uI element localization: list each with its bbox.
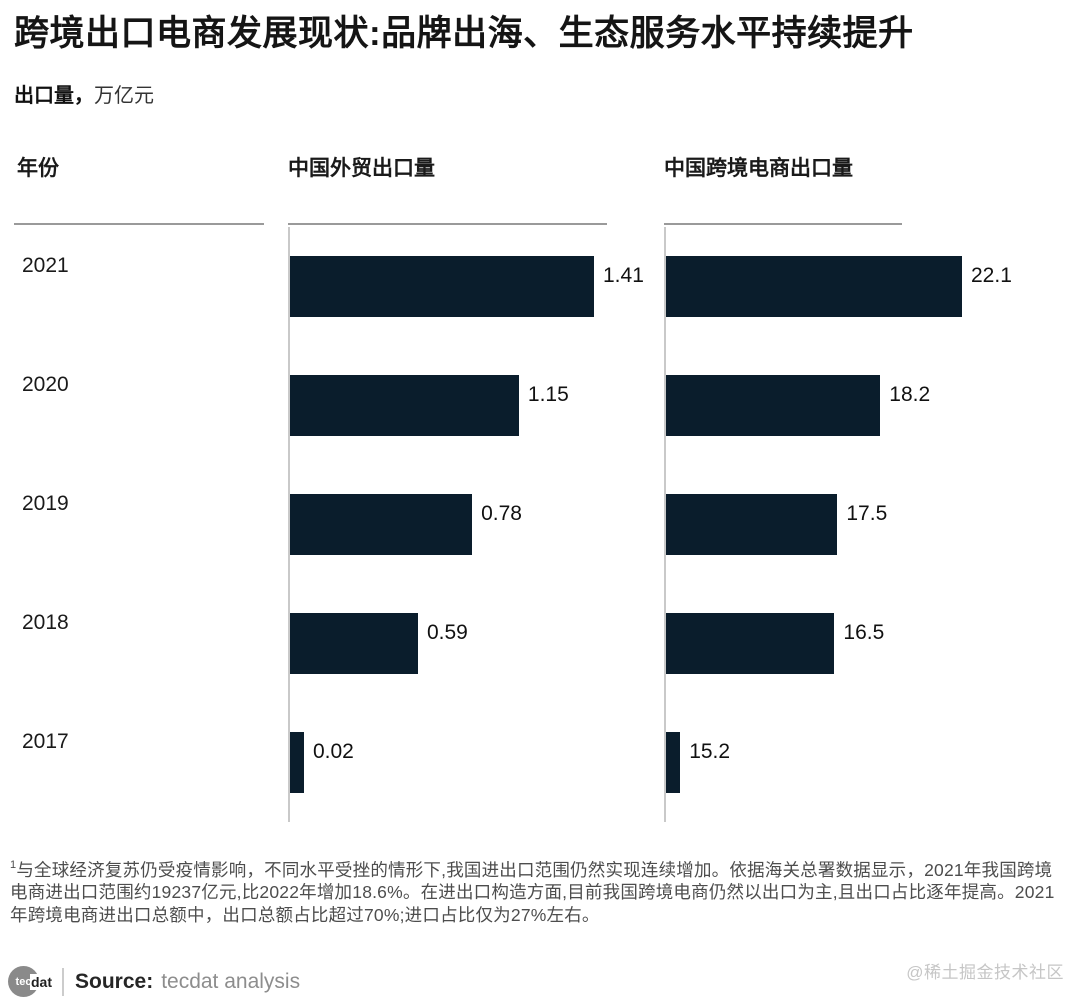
year-label: 2021 — [22, 253, 69, 277]
year-label: 2018 — [22, 610, 69, 634]
subtitle-unit-label: 出口量， — [14, 84, 94, 107]
bar-value-label: 0.59 — [426, 621, 468, 644]
bar-2019-series2 — [666, 493, 838, 555]
bar-2020-series2 — [666, 374, 881, 436]
year-label: 2020 — [22, 372, 69, 396]
bar-row: 1.41 — [290, 227, 664, 346]
year-label: 2017 — [22, 729, 69, 753]
bar-row: 1.15 — [290, 346, 664, 465]
bar-2021-series1 — [290, 255, 594, 317]
footnote-text: 与全球经济复苏仍受疫情影响，不同水平受挫的情形下,我国进出口范围仍然实现连续增加… — [10, 859, 1055, 925]
footnote: 1与全球经济复苏仍受疫情影响，不同水平受挫的情形下,我国进出口范围仍然实现连续增… — [10, 859, 1060, 927]
bar-row: 0.02 — [290, 703, 664, 822]
bar-value-label: 22.1 — [971, 264, 1012, 287]
bar-value-label: 16.5 — [843, 621, 885, 644]
column-header-series2: 中国跨境电商出口量 — [664, 156, 853, 180]
bar-row: 17.5 — [666, 465, 1066, 584]
source-value: tecdat analysis — [161, 969, 301, 993]
bar-value-label: 17.5 — [846, 502, 888, 525]
bar-row: 0.78 — [290, 465, 664, 584]
bar-value-label: 0.78 — [481, 502, 522, 525]
subtitle-unit-value: 万亿元 — [94, 84, 154, 107]
table-header-row: 年份 中国外贸出口量 中国跨境电商出口量 — [14, 152, 1066, 225]
page-title: 跨境出口电商发展现状:品牌出海、生态服务水平持续提升 — [14, 14, 914, 53]
footer: tec dat Source: tecdat analysis — [8, 966, 300, 997]
footer-divider — [62, 967, 64, 996]
bar-value-label: 15.2 — [689, 740, 731, 763]
chart-crossborder-ecommerce-exports: 22.1 18.2 17.5 16.5 — [664, 226, 1066, 822]
bar-2017-series1 — [290, 731, 304, 793]
bar-2020-series1 — [290, 374, 519, 436]
header-underline — [288, 222, 607, 225]
chart-foreign-trade-exports: 1.41 1.15 0.78 0.59 — [288, 226, 664, 822]
bar-2019-series1 — [290, 493, 473, 555]
watermark: @稀土掘金技术社区 — [906, 963, 1064, 982]
bar-value-label: 18.2 — [889, 383, 931, 406]
chart-subtitle: 出口量，万亿元 — [14, 79, 1066, 108]
header-cell-year: 年份 — [14, 152, 288, 225]
bar-row: 16.5 — [666, 584, 1066, 703]
source-label: Source: — [75, 969, 154, 993]
footnote-superscript: 1 — [10, 858, 17, 871]
bar-value-label: 1.41 — [603, 264, 644, 287]
bar-2018-series1 — [290, 612, 418, 674]
bar-row: 18.2 — [666, 346, 1066, 465]
bar-value-label: 0.02 — [312, 740, 354, 763]
bar-row: 15.2 — [666, 703, 1066, 822]
header-cell-series2: 中国跨境电商出口量 — [664, 152, 1066, 225]
bar-2021-series2 — [666, 255, 962, 317]
bar-2018-series2 — [666, 612, 835, 674]
header-underline — [664, 222, 902, 225]
column-header-year: 年份 — [17, 156, 59, 180]
bar-row: 22.1 — [666, 227, 1066, 346]
year-column: 2021 2020 2019 2018 2017 — [14, 227, 288, 822]
year-label: 2019 — [22, 491, 69, 515]
chart-body: 2021 2020 2019 2018 2017 1.41 1.15 — [14, 226, 1066, 822]
tecdat-logo: tec dat — [8, 966, 53, 997]
bar-row: 0.59 — [290, 584, 664, 703]
bar-2017-series2 — [666, 731, 681, 793]
bar-value-label: 1.15 — [527, 383, 569, 406]
tecdat-logo-text: dat — [30, 973, 53, 990]
header-underline — [14, 222, 264, 225]
column-header-series1: 中国外贸出口量 — [288, 156, 435, 180]
header-cell-series1: 中国外贸出口量 — [288, 152, 664, 225]
